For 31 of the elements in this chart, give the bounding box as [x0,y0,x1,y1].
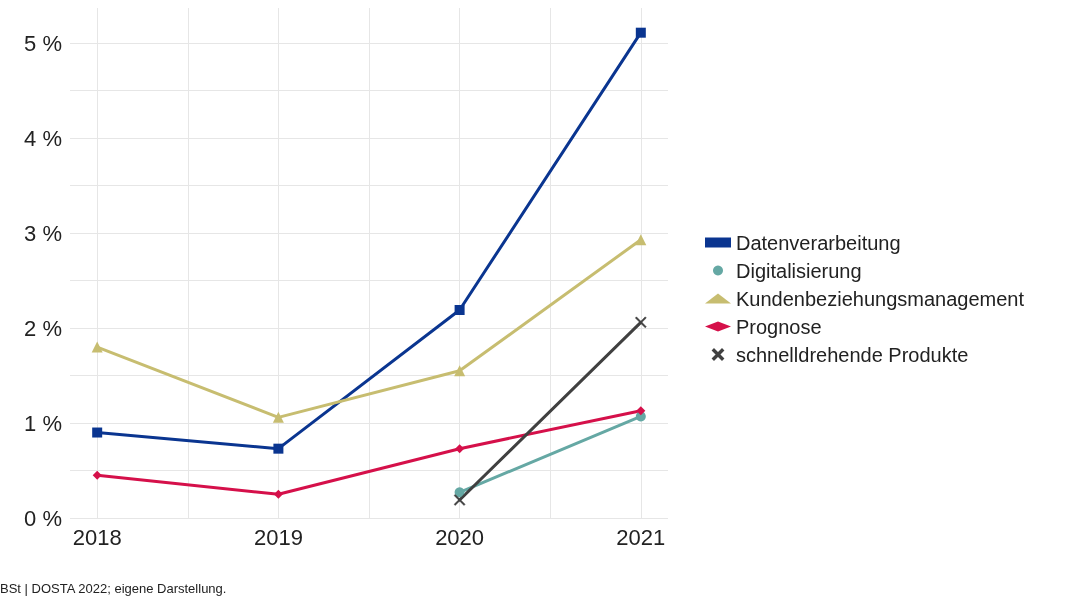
legend-label: Prognose [736,315,822,338]
point [455,444,465,454]
text: BSt | DOSTA 2022; eigene Darstellung. [0,581,227,596]
point [272,411,284,423]
legend-label: Kundenbeziehungsmanagement [736,287,1025,310]
y-tick-label: 4 % [24,125,62,151]
x-tick-label: 2019 [253,524,303,550]
legend-label: schnelldrehende Produkte [736,343,969,366]
point [92,470,102,480]
point [454,365,466,377]
legend-label: Digitalisierung [736,259,862,282]
x-tick-label: 2018 [72,524,122,550]
y-tick-label: 3 % [24,220,62,246]
point [636,406,646,416]
point [454,487,465,498]
legend-label: Datenverarbeitung [736,231,901,254]
y-tick-label: 0 % [24,505,62,531]
point [92,427,103,438]
point [273,489,283,499]
x-tick-label: 2020 [435,524,485,550]
y-tick-label: 1 % [24,410,62,436]
x-tick-label: 2021 [616,524,666,550]
point [273,443,284,454]
y-tick-label: 5 % [24,30,62,56]
point [453,494,466,506]
point [454,305,465,316]
point [91,341,103,353]
point [635,316,647,329]
y-tick-label: 2 % [24,315,62,341]
point [635,27,646,38]
point [635,234,647,246]
